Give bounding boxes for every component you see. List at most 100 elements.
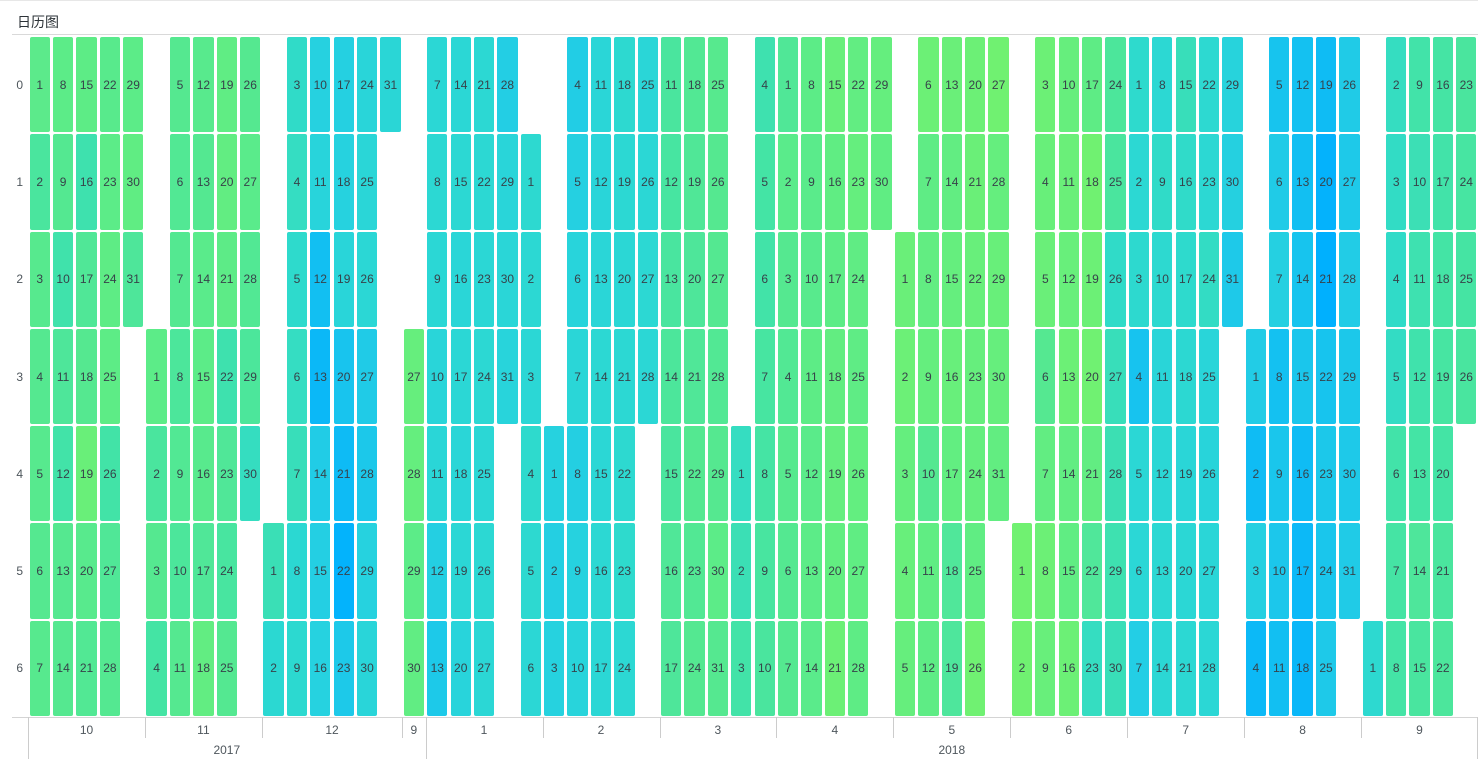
- calendar-cell[interactable]: 21: [76, 620, 97, 716]
- calendar-cell[interactable]: 13: [590, 231, 612, 327]
- calendar-cell[interactable]: 28: [1105, 426, 1126, 522]
- calendar-cell[interactable]: 30: [123, 134, 144, 230]
- calendar-cell[interactable]: 12: [1058, 231, 1079, 327]
- calendar-cell[interactable]: 13: [801, 523, 822, 619]
- calendar-cell[interactable]: 31: [988, 426, 1009, 522]
- calendar-cell[interactable]: 6: [754, 231, 775, 327]
- calendar-cell[interactable]: 9: [52, 134, 74, 230]
- calendar-cell[interactable]: 1: [146, 328, 167, 425]
- calendar-cell[interactable]: 2: [894, 328, 916, 425]
- calendar-cell[interactable]: 23: [684, 523, 705, 619]
- calendar-cell[interactable]: 2: [777, 134, 799, 230]
- calendar-cell[interactable]: 2: [1245, 426, 1266, 522]
- calendar-cell[interactable]: 14: [801, 620, 822, 716]
- calendar-cell[interactable]: 17: [1175, 231, 1196, 327]
- calendar-cell[interactable]: 9: [1152, 134, 1173, 230]
- calendar-cell[interactable]: 27: [473, 620, 495, 716]
- calendar-cell[interactable]: 10: [1409, 134, 1430, 230]
- calendar-cell[interactable]: 16: [310, 620, 331, 716]
- calendar-cell[interactable]: 3: [1386, 134, 1407, 230]
- calendar-cell[interactable]: 9: [918, 328, 939, 425]
- calendar-cell[interactable]: 26: [240, 37, 261, 133]
- calendar-cell[interactable]: 21: [1315, 231, 1337, 327]
- calendar-cell[interactable]: 18: [1081, 134, 1103, 230]
- calendar-cell[interactable]: 18: [76, 328, 97, 425]
- calendar-cell[interactable]: 30: [497, 231, 518, 327]
- calendar-cell[interactable]: 28: [240, 231, 261, 327]
- calendar-cell[interactable]: 25: [1198, 328, 1220, 425]
- calendar-cell[interactable]: 14: [590, 328, 612, 425]
- calendar-cell[interactable]: 22: [473, 134, 495, 230]
- calendar-cell[interactable]: 15: [590, 426, 612, 522]
- calendar-cell[interactable]: 2: [544, 523, 565, 619]
- calendar-cell[interactable]: 23: [216, 426, 237, 522]
- calendar-cell[interactable]: 1: [29, 37, 50, 133]
- calendar-cell[interactable]: 19: [1081, 231, 1103, 327]
- calendar-cell[interactable]: 27: [1198, 523, 1220, 619]
- calendar-cell[interactable]: 5: [777, 426, 799, 522]
- calendar-cell[interactable]: 28: [1198, 620, 1220, 716]
- calendar-cell[interactable]: 4: [286, 134, 308, 230]
- calendar-cell[interactable]: 14: [52, 620, 74, 716]
- calendar-cell[interactable]: 7: [1386, 523, 1407, 619]
- calendar-cell[interactable]: 1: [544, 426, 565, 522]
- calendar-cell[interactable]: 9: [1409, 37, 1430, 133]
- calendar-cell[interactable]: 29: [988, 231, 1009, 327]
- calendar-cell[interactable]: 27: [403, 328, 425, 425]
- calendar-cell[interactable]: 29: [497, 134, 518, 230]
- calendar-cell[interactable]: 5: [567, 134, 588, 230]
- calendar-cell[interactable]: 16: [450, 231, 471, 327]
- calendar-cell[interactable]: 27: [707, 231, 729, 327]
- calendar-cell[interactable]: 1: [1128, 37, 1150, 133]
- calendar-cell[interactable]: 1: [731, 426, 752, 522]
- calendar-cell[interactable]: 3: [146, 523, 167, 619]
- calendar-cell[interactable]: 4: [777, 328, 799, 425]
- calendar-cell[interactable]: 17: [450, 328, 471, 425]
- calendar-cell[interactable]: 22: [614, 426, 635, 522]
- calendar-cell[interactable]: 7: [29, 620, 50, 716]
- calendar-cell[interactable]: 29: [240, 328, 261, 425]
- calendar-cell[interactable]: 23: [965, 328, 986, 425]
- calendar-cell[interactable]: 3: [520, 328, 541, 425]
- calendar-cell[interactable]: 6: [777, 523, 799, 619]
- calendar-cell[interactable]: 26: [356, 231, 378, 327]
- calendar-cell[interactable]: 14: [1409, 523, 1430, 619]
- calendar-cell[interactable]: 12: [661, 134, 682, 230]
- calendar-cell[interactable]: 9: [1035, 620, 1056, 716]
- calendar-cell[interactable]: 19: [1432, 328, 1454, 425]
- calendar-cell[interactable]: 18: [333, 134, 354, 230]
- calendar-cell[interactable]: 24: [848, 231, 869, 327]
- calendar-cell[interactable]: 12: [1409, 328, 1430, 425]
- calendar-cell[interactable]: 26: [1456, 328, 1477, 425]
- calendar-cell[interactable]: 21: [1432, 523, 1454, 619]
- calendar-cell[interactable]: 2: [1128, 134, 1150, 230]
- calendar-cell[interactable]: 1: [894, 231, 916, 327]
- calendar-cell[interactable]: 17: [333, 37, 354, 133]
- calendar-cell[interactable]: 8: [754, 426, 775, 522]
- calendar-cell[interactable]: 7: [286, 426, 308, 522]
- calendar-cell[interactable]: 26: [707, 134, 729, 230]
- calendar-cell[interactable]: 6: [29, 523, 50, 619]
- calendar-cell[interactable]: 7: [777, 620, 799, 716]
- calendar-cell[interactable]: 30: [988, 328, 1009, 425]
- calendar-cell[interactable]: 21: [333, 426, 354, 522]
- calendar-cell[interactable]: 2: [520, 231, 541, 327]
- calendar-cell[interactable]: 25: [637, 37, 658, 133]
- calendar-cell[interactable]: 15: [1292, 328, 1313, 425]
- calendar-cell[interactable]: 20: [824, 523, 846, 619]
- calendar-cell[interactable]: 22: [216, 328, 237, 425]
- calendar-cell[interactable]: 29: [1105, 523, 1126, 619]
- calendar-cell[interactable]: 13: [52, 523, 74, 619]
- calendar-cell[interactable]: 6: [918, 37, 939, 133]
- calendar-cell[interactable]: 6: [1269, 134, 1290, 230]
- calendar-cell[interactable]: 18: [1292, 620, 1313, 716]
- calendar-cell[interactable]: 25: [965, 523, 986, 619]
- calendar-cell[interactable]: 10: [1152, 231, 1173, 327]
- calendar-cell[interactable]: 25: [473, 426, 495, 522]
- calendar-cell[interactable]: 19: [216, 37, 237, 133]
- calendar-cell[interactable]: 8: [1035, 523, 1056, 619]
- calendar-cell[interactable]: 29: [403, 523, 425, 619]
- calendar-cell[interactable]: 25: [1456, 231, 1477, 327]
- calendar-cell[interactable]: 13: [1152, 523, 1173, 619]
- calendar-cell[interactable]: 3: [731, 620, 752, 716]
